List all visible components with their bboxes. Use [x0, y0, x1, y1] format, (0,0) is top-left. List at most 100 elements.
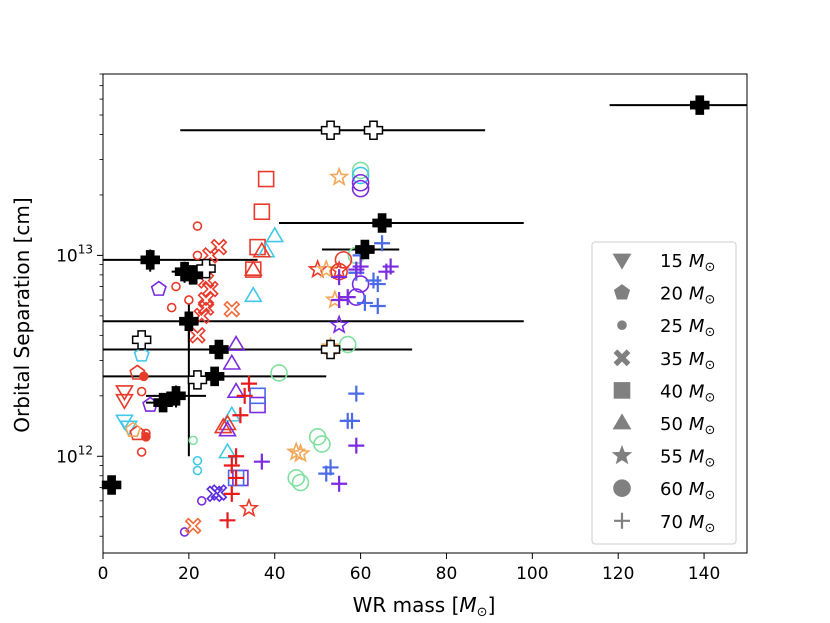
data-point	[210, 484, 228, 501]
data-point	[192, 455, 203, 466]
data-point	[352, 258, 369, 275]
x-tick-label: 80	[436, 564, 458, 584]
legend-entry: 55 M⊙	[611, 444, 715, 471]
observed-point	[690, 95, 710, 115]
legend-marker-icon	[613, 349, 631, 367]
data-point	[369, 297, 386, 314]
data-point	[351, 275, 370, 293]
data-point	[348, 385, 365, 402]
data-point	[339, 289, 356, 306]
observed-points	[101, 95, 710, 495]
data-point	[119, 420, 139, 437]
legend-label: 25 M⊙	[660, 316, 715, 340]
legend-marker-icon	[611, 444, 633, 465]
observed-point	[209, 339, 229, 360]
data-point	[115, 385, 134, 402]
legend-label: 40 M⊙	[660, 381, 715, 405]
data-point	[338, 335, 357, 354]
data-point	[228, 448, 245, 465]
data-point	[249, 396, 266, 414]
x-axis-unit: M	[459, 593, 476, 617]
data-point	[351, 179, 370, 198]
data-point	[253, 453, 270, 470]
data-point	[184, 517, 202, 535]
x-tick-label: 120	[602, 564, 634, 584]
data-point	[270, 364, 288, 382]
x-tick-label: 140	[688, 564, 720, 584]
observed-point	[166, 386, 186, 406]
data-point	[253, 203, 271, 221]
x-tick-label: 20	[178, 564, 200, 584]
y-tick-label: 1012	[56, 443, 93, 467]
legend-label: 70 M⊙	[660, 512, 715, 536]
data-point	[188, 435, 198, 446]
data-point	[356, 294, 373, 311]
data-point	[236, 387, 253, 404]
data-point	[223, 300, 241, 318]
observed-point	[320, 120, 341, 140]
data-point	[243, 260, 263, 276]
data-point	[223, 457, 240, 474]
legend-label: 20 M⊙	[660, 284, 715, 308]
legend-entry: 50 M⊙	[612, 413, 715, 438]
observed-point	[131, 330, 152, 350]
observed-point	[372, 213, 392, 233]
data-point	[141, 432, 151, 442]
data-point	[129, 364, 146, 380]
data-point	[222, 405, 242, 422]
data-point	[136, 386, 147, 397]
data-point	[331, 475, 348, 492]
x-tick-label: 60	[350, 564, 372, 584]
data-point	[378, 263, 395, 280]
data-point	[243, 286, 263, 303]
data-point	[369, 276, 386, 293]
data-point	[331, 291, 348, 308]
data-point	[331, 269, 348, 286]
data-point	[334, 251, 353, 269]
data-point	[184, 295, 194, 305]
observed-point	[204, 366, 225, 387]
data-point	[328, 314, 350, 334]
data-point	[115, 393, 134, 410]
data-point	[179, 527, 190, 537]
data-point	[228, 469, 245, 486]
data-point	[166, 302, 177, 313]
data-point	[222, 353, 242, 370]
data-point	[192, 465, 203, 476]
legend-box	[591, 241, 737, 545]
data-point	[265, 226, 285, 243]
data-point	[197, 299, 215, 316]
data-point	[213, 417, 233, 434]
data-point	[218, 442, 237, 459]
data-point	[136, 447, 147, 457]
data-point	[192, 221, 203, 231]
legend-label: 50 M⊙	[660, 414, 715, 438]
data-point	[171, 281, 181, 292]
observed-point	[363, 120, 384, 140]
data-point	[232, 407, 249, 424]
x-tick-label: 40	[264, 564, 286, 584]
legend-marker-icon	[613, 479, 631, 498]
legend-marker-icon	[612, 253, 632, 270]
data-point	[290, 442, 311, 463]
legend-label: 55 M⊙	[660, 447, 715, 471]
data-point	[287, 469, 306, 487]
x-axis-label: WR mass [M⊙]	[353, 593, 496, 620]
data-point	[133, 346, 150, 362]
legend-label: 15 M⊙	[660, 251, 715, 275]
data-point	[206, 485, 224, 503]
x-tick-label: 0	[98, 564, 109, 584]
legend-marker-icon	[613, 284, 631, 300]
observed-point	[187, 370, 208, 390]
legend-marker-icon	[612, 413, 632, 430]
observed-point	[153, 392, 173, 413]
legend-marker-icon	[613, 382, 631, 399]
legend-marker-icon	[614, 512, 630, 529]
observed-point	[355, 239, 375, 260]
observed-point	[196, 258, 216, 279]
data-point	[226, 334, 246, 351]
legend: 15 M⊙ 20 M⊙ 25 M⊙ 35 M⊙ 40 M⊙ 50 M⊙ 55 M⊙ 60 M⊙ 70 M⊙	[591, 241, 737, 545]
data-point	[218, 414, 237, 431]
data-point	[192, 250, 203, 261]
legend-label: 35 M⊙	[660, 349, 715, 373]
